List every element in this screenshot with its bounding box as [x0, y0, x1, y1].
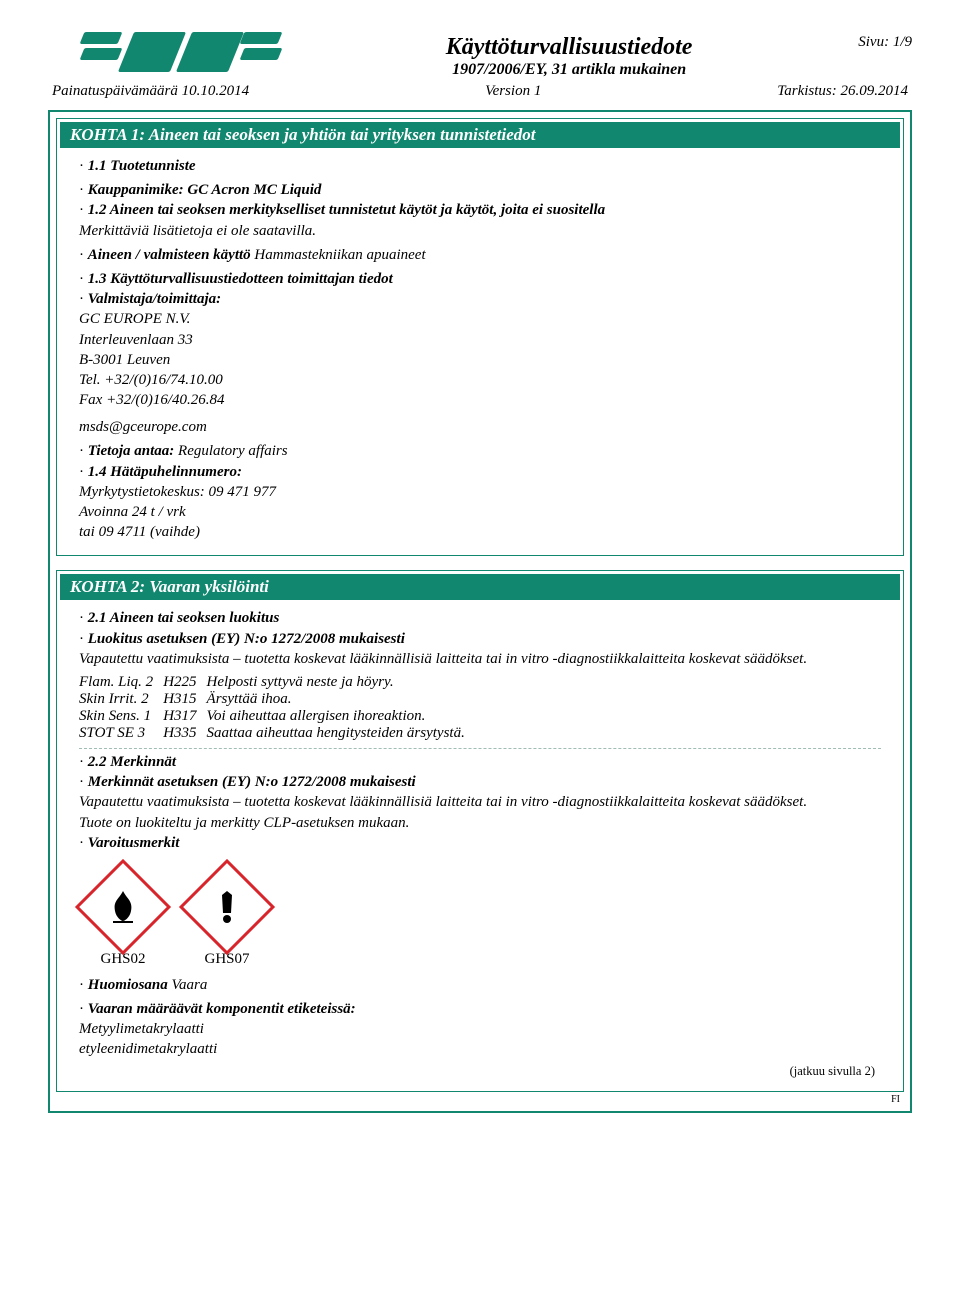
ghs07-pictogram: GHS07	[183, 863, 271, 968]
table-row: Skin Sens. 1H317Voi aiheuttaa allergisen…	[79, 708, 475, 725]
section-2: KOHTA 2: Vaaran yksilöinti 2.1 Aineen ta…	[56, 570, 904, 1091]
table-row: STOT SE 3H335Saattaa aiheuttaa hengityst…	[79, 725, 475, 742]
doc-subtitle: 1907/2006/EY, 31 artikla mukainen	[280, 61, 858, 79]
use-value: Hammastekniikan apuaineet	[254, 247, 425, 263]
table-row: Flam. Liq. 2H225Helposti syttyvä neste j…	[79, 674, 475, 691]
logo	[48, 28, 280, 72]
pictograms: GHS02 GHS07	[79, 863, 881, 968]
info-label: Tietoja antaa:	[88, 443, 175, 459]
exempt-text: Vapautettu vaatimuksista – tuotetta kosk…	[79, 651, 807, 667]
trade-name-value: GC Acron MC Liquid	[187, 182, 321, 198]
doc-title: Käyttöturvallisuustiedote	[280, 34, 858, 61]
signal-label: Huomiosana	[88, 977, 168, 993]
lang-tag: FI	[56, 1094, 904, 1105]
s12-value: Merkittäviä lisätietoja ei ole saatavill…	[79, 223, 316, 239]
logo-shape	[118, 32, 186, 72]
separator	[79, 748, 881, 749]
table-row: Skin Irrit. 2H315Ärsyttää ihoa.	[79, 691, 475, 708]
manuf-label: Valmistaja/toimittaja:	[88, 291, 221, 307]
logo-shape	[240, 48, 283, 60]
s12-label: 1.2 Aineen tai seoksen merkitykselliset …	[88, 202, 605, 218]
version: Version 1	[485, 83, 541, 100]
exempt-text-2: Vapautettu vaatimuksista – tuotetta kosk…	[79, 794, 807, 810]
page-number: Sivu: 1/9	[858, 28, 912, 51]
manuf-line: B-3001 Leuven	[79, 352, 170, 368]
title-block: Käyttöturvallisuustiedote 1907/2006/EY, …	[280, 28, 858, 79]
s14-line: Myrkytystietokeskus: 09 471 977	[79, 484, 276, 500]
print-date: Painatuspäivämäärä 10.10.2014	[52, 83, 249, 100]
clp-class-label: Luokitus asetuksen (EY) N:o 1272/2008 mu…	[88, 631, 405, 647]
component-line: etyleenidimetakrylaatti	[79, 1041, 217, 1057]
revision-date: Tarkistus: 26.09.2014	[777, 83, 908, 100]
email: msds@gceurope.com	[79, 419, 207, 435]
clp-label-label: Merkinnät asetuksen (EY) N:o 1272/2008 m…	[88, 774, 416, 790]
s21-label: 2.1 Aineen tai seoksen luokitus	[88, 610, 280, 626]
trade-name-label: Kauppanimike:	[88, 182, 184, 198]
continue-note: (jatkuu sivulla 2)	[79, 1064, 881, 1079]
s14-line: Avoinna 24 t / vrk	[79, 504, 186, 520]
section-1-header: KOHTA 1: Aineen tai seoksen ja yhtiön ta…	[60, 122, 900, 148]
info-value: Regulatory affairs	[178, 443, 288, 459]
logo-shape	[240, 32, 283, 44]
ghs02-pictogram: GHS02	[79, 863, 167, 968]
s14-line: tai 09 4711 (vaihde)	[79, 524, 200, 540]
ghs-diamond	[179, 859, 275, 955]
manuf-line: Fax +32/(0)16/40.26.84	[79, 392, 225, 408]
logo-shape	[80, 48, 123, 60]
logo-shape	[80, 32, 123, 44]
picto-label: Varoitusmerkit	[88, 835, 180, 851]
section-1-body: 1.1 Tuotetunniste Kauppanimike: GC Acron…	[57, 151, 903, 545]
signal-value: Vaara	[172, 977, 208, 993]
content-frame: KOHTA 1: Aineen tai seoksen ja yhtiön ta…	[48, 110, 912, 1113]
s13-label: 1.3 Käyttöturvallisuustiedotteen toimitt…	[88, 271, 393, 287]
s22-label: 2.2 Merkinnät	[88, 754, 176, 770]
logo-shape	[176, 32, 244, 72]
use-label: Aineen / valmisteen käyttö	[88, 247, 251, 263]
section-2-body: 2.1 Aineen tai seoksen luokitus Luokitus…	[57, 603, 903, 1080]
components-label: Vaaran määräävät komponentit etiketeissä…	[88, 1001, 356, 1017]
flame-icon	[103, 887, 143, 927]
section-1: KOHTA 1: Aineen tai seoksen ja yhtiön ta…	[56, 118, 904, 556]
clp-line: Tuote on luokiteltu ja merkitty CLP-aset…	[79, 815, 409, 831]
doc-header: Käyttöturvallisuustiedote 1907/2006/EY, …	[48, 28, 912, 79]
manuf-line: Tel. +32/(0)16/74.10.00	[79, 372, 223, 388]
section-2-header: KOHTA 2: Vaaran yksilöinti	[60, 574, 900, 600]
manuf-line: GC EUROPE N.V.	[79, 311, 190, 327]
hazard-table: Flam. Liq. 2H225Helposti syttyvä neste j…	[79, 674, 475, 742]
component-line: Metyylimetakrylaatti	[79, 1021, 204, 1037]
s14-label: 1.4 Hätäpuhelinnumero:	[88, 464, 242, 480]
info-row: Painatuspäivämäärä 10.10.2014 Version 1 …	[48, 83, 912, 100]
manuf-line: Interleuvenlaan 33	[79, 332, 193, 348]
exclamation-icon	[207, 887, 247, 927]
s11-label: 1.1 Tuotetunniste	[88, 158, 196, 174]
ghs-diamond	[75, 859, 171, 955]
